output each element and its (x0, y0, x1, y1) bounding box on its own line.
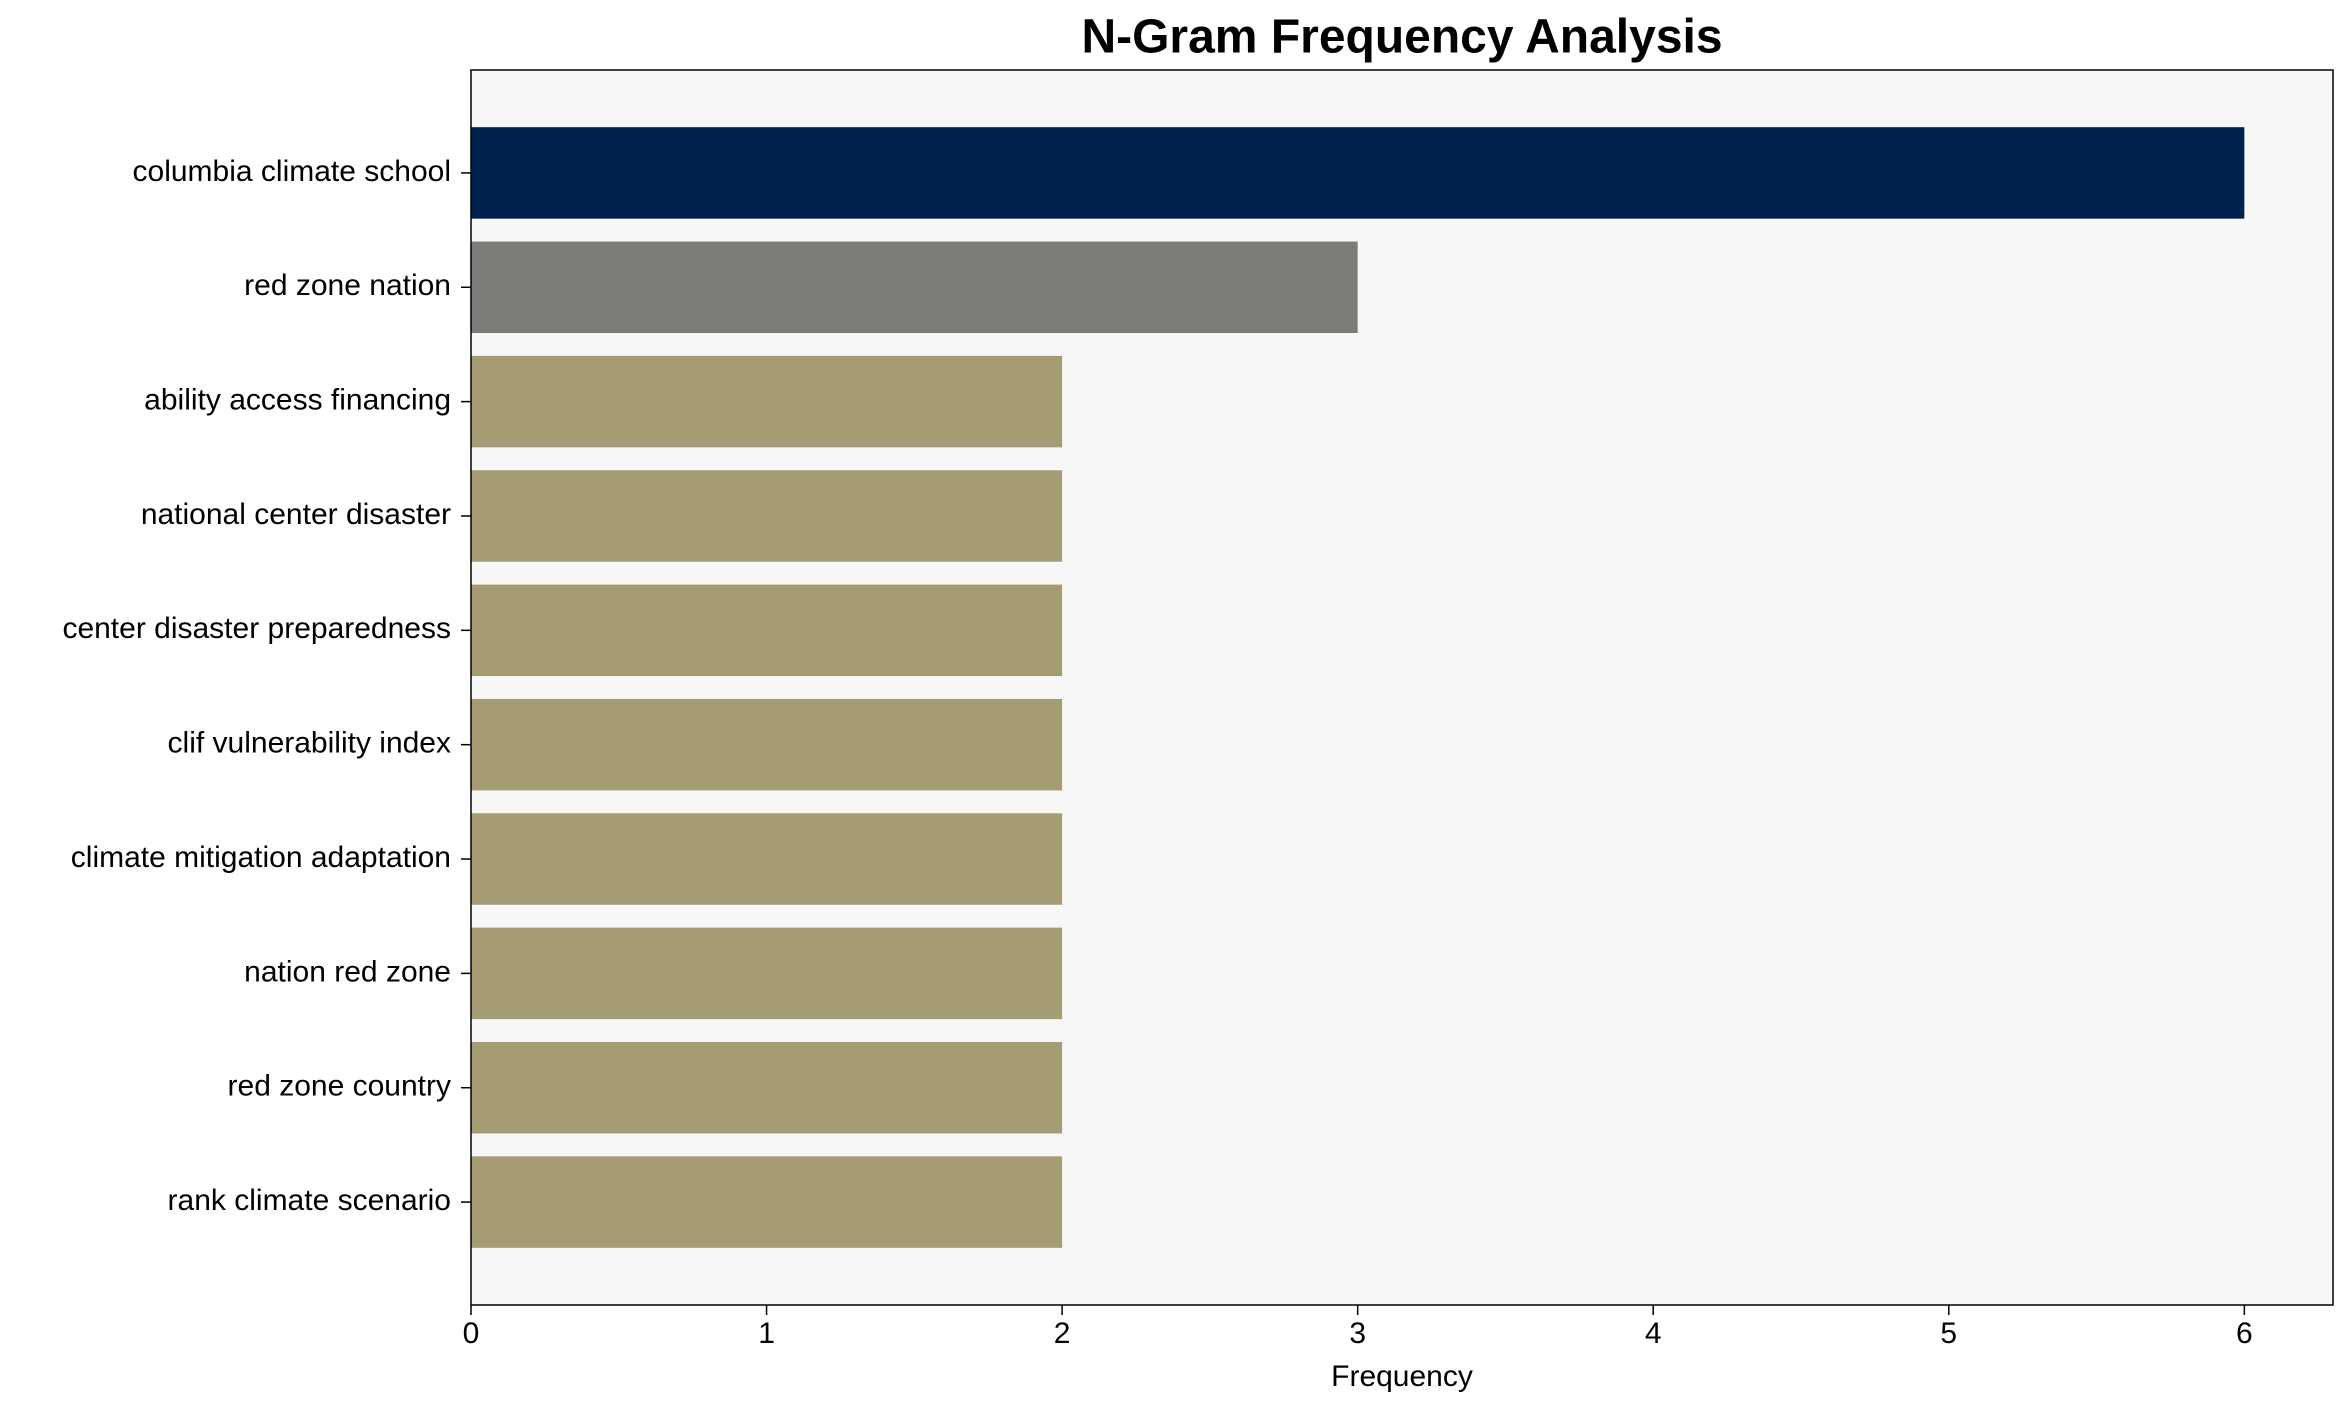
chart-title: N-Gram Frequency Analysis (1081, 11, 1722, 64)
bar (471, 355, 1063, 448)
y-tick-label: ability access financing (144, 384, 451, 417)
y-tick-label: nation red zone (244, 955, 451, 988)
x-axis-label: Frequency (1331, 1360, 1473, 1393)
bar (471, 927, 1063, 1020)
y-tick-label: clif vulnerability index (168, 727, 451, 760)
y-tick-label: red zone nation (244, 269, 451, 302)
y-tick-label: center disaster preparedness (62, 612, 451, 645)
bar (471, 1156, 1063, 1248)
y-tick-label: national center disaster (141, 498, 451, 531)
bar (471, 1041, 1063, 1134)
x-tick-label: 5 (1940, 1317, 1957, 1350)
x-tick-label: 4 (1645, 1317, 1662, 1350)
x-tick-label: 1 (758, 1317, 775, 1350)
x-tick-label: 2 (1054, 1317, 1071, 1350)
bar (471, 127, 2245, 219)
y-tick-label: red zone country (228, 1070, 451, 1103)
bar (471, 584, 1063, 677)
bar (471, 241, 1358, 334)
bar (471, 698, 1063, 791)
x-tick-label: 6 (2236, 1317, 2253, 1350)
y-tick-label: rank climate scenario (168, 1184, 451, 1217)
x-tick-label: 3 (1349, 1317, 1366, 1350)
y-tick-label: columbia climate school (133, 155, 451, 188)
x-tick-label: 0 (463, 1317, 480, 1350)
bar (471, 813, 1063, 905)
y-tick-label: climate mitigation adaptation (71, 841, 451, 874)
bar (471, 470, 1063, 562)
axes-frame (470, 69, 2334, 1306)
